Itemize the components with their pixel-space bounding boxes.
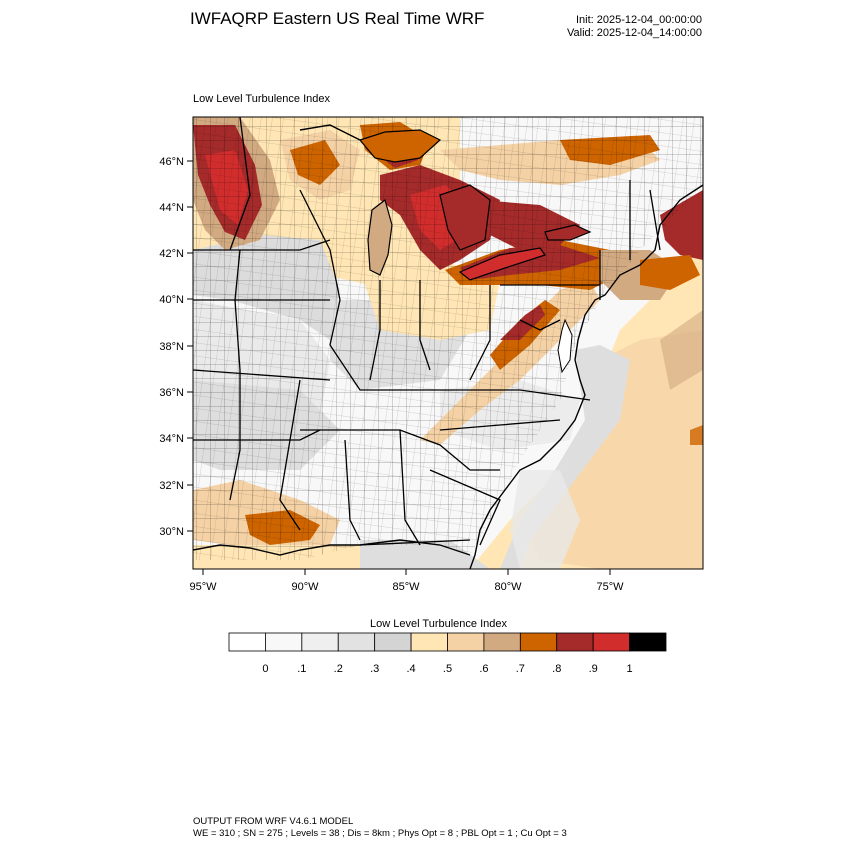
lon-tick-label: 95°W (189, 581, 217, 593)
colorbar-swatch (556, 632, 594, 652)
colorbar-swatch (410, 632, 448, 652)
colorbar-label: .9 (589, 663, 598, 675)
lat-tick-label: 34°N (159, 433, 184, 445)
colorbar-label: 1 (627, 663, 633, 675)
colorbar-label: .4 (406, 663, 415, 675)
valid-time: Valid: 2025-12-04_14:00:00 (567, 27, 702, 39)
colorbar-swatch (592, 632, 630, 652)
lat-tick-label: 46°N (159, 156, 184, 168)
lat-tick-label: 38°N (159, 341, 184, 353)
colorbar-label: .3 (370, 663, 379, 675)
colorbar-label: .6 (479, 663, 488, 675)
lake-huron (439, 184, 491, 251)
plot-title: IWFAQRP Eastern US Real Time WRF (190, 9, 485, 28)
footer-config: WE = 310 ; SN = 275 ; Levels = 38 ; Dis … (193, 828, 567, 839)
colorbar-swatch (519, 632, 558, 652)
colorbar-swatch (301, 632, 339, 652)
colorbar-label: .1 (297, 663, 306, 675)
colorbar-label: .8 (552, 663, 561, 675)
lake-erie (458, 247, 546, 281)
lat-tick-label: 32°N (159, 480, 184, 492)
colorbar-swatch (337, 632, 376, 652)
map-field (193, 117, 703, 569)
lon-tick-label: 75°W (596, 581, 624, 593)
lat-tick-label: 30°N (159, 526, 184, 538)
colorbar: 0 .1 .2 .3 .4 .5 .6 .7 .8 .9 1 (228, 632, 667, 675)
field-cape-orange (640, 255, 700, 290)
colorbar-swatch (447, 632, 485, 652)
colorbar-swatch (374, 632, 412, 652)
field-newengland-red (660, 190, 703, 260)
colorbar-swatch (629, 632, 667, 652)
ocean-gray-south (510, 470, 580, 569)
map-frame (192, 116, 704, 570)
state-boundaries (193, 117, 661, 546)
lon-tick-label: 85°W (392, 581, 420, 593)
lake-superior (358, 129, 442, 163)
lat-tick-label: 40°N (159, 294, 184, 306)
lat-tick-label: 42°N (159, 248, 184, 260)
lake-michigan (367, 198, 393, 276)
ocean-orange-patch (690, 425, 703, 445)
lake-ontario (544, 224, 592, 241)
lon-tick-label: 90°W (291, 581, 319, 593)
lat-tick-label: 44°N (159, 202, 184, 214)
lat-tick-label: 36°N (159, 387, 184, 399)
colorbar-label: .7 (516, 663, 525, 675)
colorbar-label: 0 (262, 663, 268, 675)
ocean-brown-patch (660, 310, 703, 390)
colorbar-swatch (228, 632, 266, 652)
footer-model: OUTPUT FROM WRF V4.6.1 MODEL (193, 816, 354, 827)
colorbar-label: .5 (443, 663, 452, 675)
chesapeake-bay (557, 318, 573, 374)
lon-tick-label: 80°W (494, 581, 522, 593)
field-label: Low Level Turbulence Index (193, 93, 330, 105)
coastline (193, 124, 703, 569)
latitude-axis: 46°N 44°N 42°N 40°N 38°N 36°N 34°N 32°N 30°N (159, 156, 193, 538)
init-time: Init: 2025-12-04_00:00:00 (576, 14, 702, 26)
longitude-axis: 95°W 90°W 85°W 80°W 75°W (189, 569, 624, 593)
colorbar-swatch (265, 632, 303, 652)
colorbar-label: .2 (334, 663, 343, 675)
colorbar-title: Low Level Turbulence Index (370, 618, 507, 630)
colorbar-swatch (483, 632, 521, 652)
